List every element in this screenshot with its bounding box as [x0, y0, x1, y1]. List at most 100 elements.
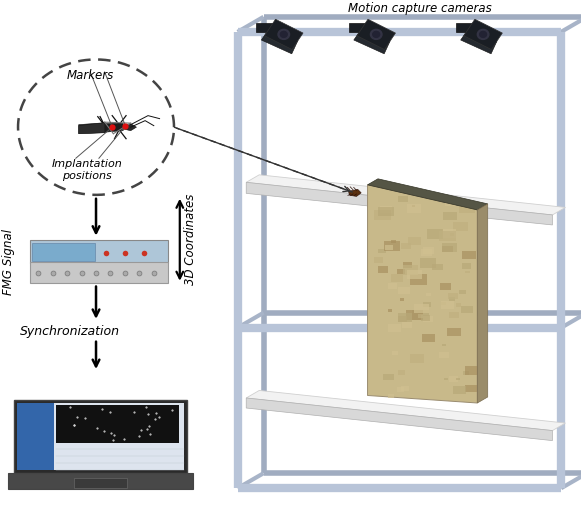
FancyBboxPatch shape	[402, 322, 412, 328]
FancyBboxPatch shape	[449, 312, 459, 319]
Polygon shape	[349, 190, 361, 197]
Polygon shape	[265, 20, 303, 50]
FancyBboxPatch shape	[30, 263, 168, 283]
FancyBboxPatch shape	[442, 344, 446, 347]
FancyBboxPatch shape	[459, 204, 475, 214]
FancyBboxPatch shape	[391, 241, 396, 244]
FancyBboxPatch shape	[397, 388, 404, 392]
FancyBboxPatch shape	[422, 335, 435, 343]
FancyBboxPatch shape	[427, 230, 443, 240]
FancyBboxPatch shape	[17, 404, 184, 470]
FancyBboxPatch shape	[384, 241, 400, 251]
FancyBboxPatch shape	[398, 371, 405, 375]
FancyBboxPatch shape	[421, 316, 431, 322]
Polygon shape	[246, 398, 552, 441]
FancyBboxPatch shape	[403, 266, 418, 275]
FancyBboxPatch shape	[449, 297, 455, 301]
FancyBboxPatch shape	[448, 293, 459, 299]
Polygon shape	[246, 391, 566, 431]
FancyBboxPatch shape	[439, 352, 449, 359]
Circle shape	[278, 31, 290, 40]
FancyBboxPatch shape	[407, 271, 422, 280]
FancyBboxPatch shape	[462, 306, 473, 313]
FancyBboxPatch shape	[30, 241, 168, 264]
FancyBboxPatch shape	[378, 207, 395, 217]
Polygon shape	[105, 124, 123, 133]
Polygon shape	[79, 123, 105, 134]
FancyBboxPatch shape	[448, 328, 461, 336]
FancyBboxPatch shape	[442, 301, 455, 309]
FancyBboxPatch shape	[459, 291, 466, 295]
FancyBboxPatch shape	[33, 244, 95, 262]
FancyBboxPatch shape	[442, 230, 456, 238]
FancyBboxPatch shape	[391, 275, 403, 282]
FancyBboxPatch shape	[453, 386, 466, 394]
Text: 3D Coordinates: 3D Coordinates	[184, 194, 197, 285]
FancyBboxPatch shape	[412, 310, 429, 320]
Polygon shape	[256, 24, 276, 33]
Circle shape	[370, 31, 382, 40]
Polygon shape	[368, 180, 488, 211]
FancyBboxPatch shape	[374, 210, 391, 220]
FancyBboxPatch shape	[398, 269, 405, 274]
Polygon shape	[122, 124, 136, 131]
Text: Synchronization: Synchronization	[20, 324, 120, 337]
FancyBboxPatch shape	[392, 352, 399, 355]
FancyBboxPatch shape	[408, 237, 421, 245]
FancyBboxPatch shape	[388, 394, 395, 398]
FancyBboxPatch shape	[410, 275, 427, 285]
FancyBboxPatch shape	[378, 249, 386, 254]
FancyBboxPatch shape	[418, 315, 423, 318]
Polygon shape	[354, 29, 390, 54]
FancyBboxPatch shape	[402, 386, 410, 391]
Polygon shape	[79, 123, 106, 134]
FancyBboxPatch shape	[442, 246, 453, 253]
FancyBboxPatch shape	[420, 259, 436, 268]
Polygon shape	[456, 24, 476, 33]
FancyBboxPatch shape	[465, 385, 477, 392]
Polygon shape	[464, 20, 502, 50]
FancyBboxPatch shape	[421, 250, 432, 257]
FancyBboxPatch shape	[441, 302, 446, 305]
Text: Motion capture cameras: Motion capture cameras	[347, 3, 491, 15]
FancyBboxPatch shape	[456, 304, 462, 307]
FancyBboxPatch shape	[388, 284, 398, 289]
FancyBboxPatch shape	[432, 265, 443, 271]
FancyBboxPatch shape	[423, 302, 431, 307]
FancyBboxPatch shape	[400, 243, 410, 249]
FancyBboxPatch shape	[443, 212, 457, 221]
FancyBboxPatch shape	[398, 314, 412, 323]
Polygon shape	[368, 185, 477, 403]
Circle shape	[480, 32, 487, 38]
FancyBboxPatch shape	[384, 374, 393, 380]
Circle shape	[372, 32, 379, 38]
Polygon shape	[246, 183, 552, 225]
FancyBboxPatch shape	[410, 354, 424, 363]
FancyBboxPatch shape	[463, 372, 469, 375]
FancyBboxPatch shape	[462, 264, 471, 269]
FancyBboxPatch shape	[407, 204, 421, 213]
FancyBboxPatch shape	[14, 401, 187, 473]
Polygon shape	[349, 24, 369, 33]
FancyBboxPatch shape	[439, 232, 456, 242]
Text: Implantation
positions: Implantation positions	[52, 159, 123, 181]
Text: FMG Signal: FMG Signal	[2, 229, 15, 295]
FancyBboxPatch shape	[423, 247, 434, 254]
FancyBboxPatch shape	[8, 473, 193, 489]
FancyBboxPatch shape	[456, 378, 460, 380]
FancyBboxPatch shape	[400, 298, 404, 301]
FancyBboxPatch shape	[17, 404, 54, 470]
FancyBboxPatch shape	[440, 284, 451, 290]
Polygon shape	[477, 205, 488, 403]
FancyBboxPatch shape	[414, 304, 428, 314]
FancyBboxPatch shape	[388, 309, 392, 312]
Polygon shape	[261, 29, 297, 54]
FancyBboxPatch shape	[398, 317, 407, 323]
FancyBboxPatch shape	[411, 205, 415, 207]
FancyBboxPatch shape	[426, 293, 431, 296]
FancyBboxPatch shape	[388, 325, 401, 332]
FancyBboxPatch shape	[449, 377, 458, 382]
FancyBboxPatch shape	[450, 234, 454, 236]
FancyBboxPatch shape	[444, 378, 448, 381]
FancyBboxPatch shape	[423, 317, 433, 323]
